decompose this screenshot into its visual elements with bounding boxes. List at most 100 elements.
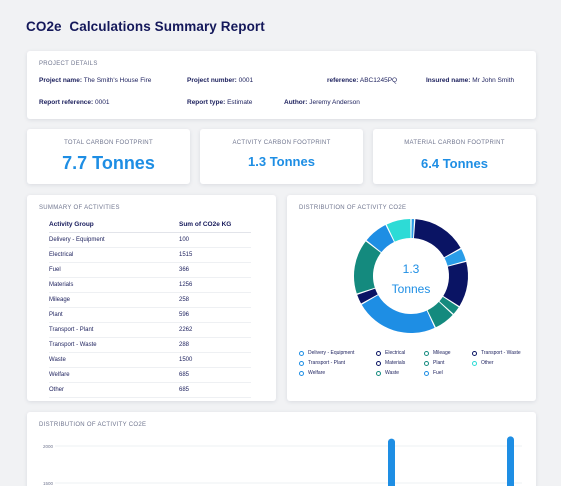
table-row: Other 685 <box>49 382 251 398</box>
legend-label: Plant <box>433 360 445 366</box>
kpi-total-value: 7.7 Tonnes <box>62 153 155 173</box>
donut-center-unit: Tonnes <box>392 282 431 296</box>
activity-name: Materials <box>49 277 179 293</box>
donut-slice-materials[interactable] <box>443 261 468 307</box>
donut-slice-electrical[interactable] <box>413 219 461 258</box>
table-row: Mileage 258 <box>49 292 251 308</box>
activity-value: 288 <box>179 337 251 353</box>
activity-value: 1515 <box>179 247 251 263</box>
reference: reference: ABC1245PQ <box>327 77 398 84</box>
y-tick-label: 2000 <box>43 444 54 449</box>
activity-value: 685 <box>179 382 251 398</box>
activities-table: Activity Group Sum of CO2e KG Delivery -… <box>49 217 251 398</box>
distribution-card: DISTRIBUTION OF ACTIVITY CO2e 1.3 Tonnes… <box>287 195 536 401</box>
legend-marker-icon <box>299 350 304 356</box>
legend-label: Electrical <box>385 350 406 356</box>
kpi-activity-label: ACTIVITY CARBON FOOTPRINT <box>232 140 331 146</box>
table-row: Transport - Waste 288 <box>49 337 251 353</box>
donut-slice-transport-waste[interactable] <box>357 288 378 304</box>
activity-name: Delivery - Equipment <box>49 232 179 248</box>
legend-label: Welfare <box>308 370 326 376</box>
legend-item[interactable]: Delivery - Equipment <box>299 350 376 356</box>
legend-marker-icon <box>299 360 304 366</box>
legend-marker-icon <box>472 360 477 366</box>
bar-chart: 2000 1500 <box>43 436 522 486</box>
table-row: Delivery - Equipment 100 <box>49 232 251 248</box>
legend-marker-icon <box>376 370 381 376</box>
legend-marker-icon <box>424 350 429 356</box>
legend-item[interactable]: Materials <box>376 360 424 366</box>
kpi-material-value: 6.4 Tonnes <box>421 156 488 171</box>
legend-marker-icon <box>376 350 381 356</box>
activity-value: 1256 <box>179 277 251 293</box>
bar-transport-plant[interactable] <box>388 438 395 486</box>
activity-name: Fuel <box>49 262 179 278</box>
donut-legend: Delivery - Equipment Electrical Mileage Tra… <box>299 350 539 376</box>
column-header-co2e: Sum of CO2e KG <box>179 217 251 233</box>
activity-value: 685 <box>179 367 251 383</box>
kpi-material-label: MATERIAL CARBON FOOTPRINT <box>404 140 505 146</box>
legend-item[interactable]: Mileage <box>424 350 472 356</box>
donut-slice-transport-plant[interactable] <box>361 295 435 333</box>
distribution-label: DISTRIBUTION OF ACTIVITY CO2e <box>299 205 407 211</box>
legend-marker-icon <box>424 370 429 376</box>
summary-card: SUMMARY OF ACTIVITIES Activity Group Sum… <box>27 195 276 401</box>
kpi-activity-card: ACTIVITY CARBON FOOTPRINT 1.3 Tonnes <box>200 129 363 184</box>
table-row: Waste 1500 <box>49 352 251 368</box>
activity-name: Mileage <box>49 292 179 308</box>
legend-label: Waste <box>385 370 399 376</box>
activity-value: 258 <box>179 292 251 308</box>
donut-slice-mileage[interactable] <box>439 296 459 314</box>
table-row: Fuel 366 <box>49 262 251 278</box>
table-row: Welfare 685 <box>49 367 251 383</box>
legend-item[interactable]: Waste <box>376 370 424 376</box>
legend-marker-icon <box>299 370 304 376</box>
activity-value: 596 <box>179 307 251 323</box>
legend-label: Materials <box>385 360 406 366</box>
legend-item[interactable]: Transport - Waste <box>472 350 532 356</box>
donut-slice-fuel[interactable] <box>444 249 466 266</box>
legend-item[interactable]: Welfare <box>299 370 376 376</box>
project-details-label: PROJECT DETAILS <box>39 61 98 67</box>
legend-label: Transport - Plant <box>308 360 346 366</box>
legend-label: Fuel <box>433 370 443 376</box>
donut-slice-waste[interactable] <box>354 241 381 294</box>
activity-value: 366 <box>179 262 251 278</box>
donut-slice-delivery-equipment[interactable] <box>411 219 415 239</box>
legend-item[interactable]: Plant <box>424 360 472 366</box>
project-name: Project name: The Smith's House Fire <box>39 77 152 84</box>
activity-value: 1500 <box>179 352 251 368</box>
donut-chart: 1.3 Tonnes <box>354 219 468 333</box>
insured-name: Insured name: Mr John Smith <box>426 77 515 84</box>
activity-value: 2262 <box>179 322 251 338</box>
table-header-row: Activity Group Sum of CO2e KG <box>49 217 251 233</box>
project-number: Project number: 0001 <box>187 77 254 84</box>
kpi-material-card: MATERIAL CARBON FOOTPRINT 6.4 Tonnes <box>373 129 536 184</box>
legend-label: Mileage <box>433 350 451 356</box>
activity-name: Transport - Plant <box>49 322 179 338</box>
author: Author: Jeremy Anderson <box>284 99 360 106</box>
activity-name: Transport - Waste <box>49 337 179 353</box>
table-row: Plant 596 <box>49 307 251 323</box>
kpi-activity-value: 1.3 Tonnes <box>248 154 315 169</box>
legend-item[interactable]: Other <box>472 360 532 366</box>
donut-slice-plant[interactable] <box>427 301 453 328</box>
legend-label: Other <box>481 360 494 366</box>
y-tick-label: 1500 <box>43 481 54 486</box>
legend-item[interactable]: Transport - Plant <box>299 360 376 366</box>
legend-item[interactable]: Fuel <box>424 370 472 376</box>
legend-item[interactable]: Electrical <box>376 350 424 356</box>
activity-name: Waste <box>49 352 179 368</box>
donut-center-value: 1.3 <box>403 262 420 276</box>
donut-slice-other[interactable] <box>386 219 411 242</box>
legend-label: Delivery - Equipment <box>308 350 355 356</box>
report-title: CO2e Calculations Summary Report <box>26 19 265 34</box>
report-type: Report type: Estimate <box>187 99 253 106</box>
legend-marker-icon <box>424 360 429 366</box>
legend-marker-icon <box>472 350 477 356</box>
donut-slice-welfare[interactable] <box>366 225 394 253</box>
project-details-card: PROJECT DETAILS Project name: The Smith'… <box>27 51 536 119</box>
table-row: Transport - Plant 2262 <box>49 322 251 338</box>
activity-name: Welfare <box>49 367 179 383</box>
bar-other[interactable] <box>507 436 514 486</box>
